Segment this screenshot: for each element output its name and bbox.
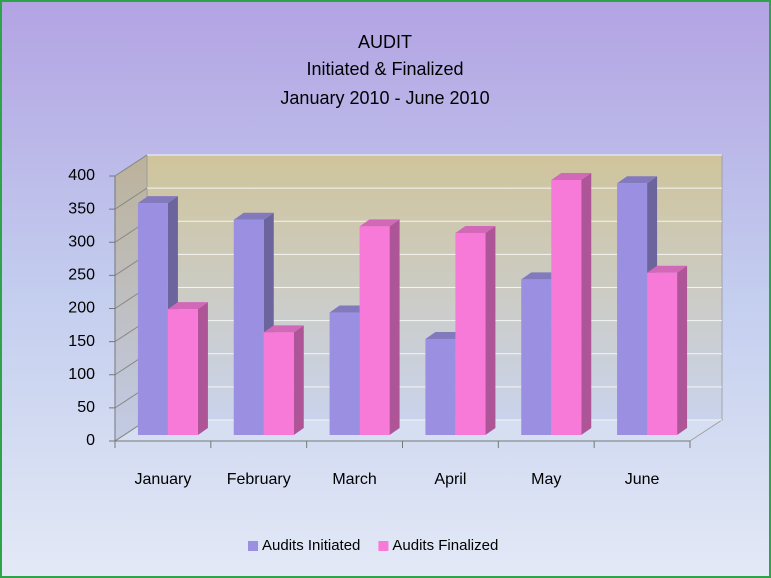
bar [167, 309, 198, 435]
bar [455, 232, 486, 435]
y-tick-label: 100 [68, 366, 95, 383]
bar [425, 338, 456, 435]
plot-area: 0 50 100 150 200 250 300 350 400 January February M… [68, 154, 724, 488]
bar-top [617, 176, 658, 184]
y-tick-label: 300 [68, 233, 95, 250]
bar-top [263, 325, 304, 333]
legend-label: Audits Initiated [262, 537, 360, 554]
bar [329, 312, 360, 435]
bar-top [137, 196, 178, 204]
x-tick-label: May [531, 471, 561, 488]
y-tick-label: 150 [68, 333, 95, 350]
chart-subtitle: Initiated & Finalized [306, 59, 463, 79]
bar [233, 219, 264, 435]
bar [647, 272, 678, 435]
bar [617, 183, 648, 435]
bar-top [167, 302, 208, 310]
bar-top [233, 212, 274, 220]
bar [359, 226, 390, 435]
bar-top [551, 172, 592, 180]
bar-top [647, 265, 688, 273]
grid-line [114, 154, 148, 177]
bar-side [581, 172, 592, 435]
bar-top [359, 219, 400, 227]
bar-side [485, 225, 496, 435]
chart-title: AUDIT [358, 32, 412, 52]
y-tick-label: 50 [77, 399, 95, 416]
grid-line [114, 187, 148, 210]
legend-label: Audits Finalized [392, 537, 498, 554]
y-tick-label: 200 [68, 300, 95, 317]
x-tick-label: April [434, 471, 466, 488]
bar [263, 332, 294, 435]
x-tick-label: January [134, 471, 191, 488]
y-tick-label: 250 [68, 267, 95, 284]
bar-side [677, 265, 688, 435]
y-tick-label: 350 [68, 200, 95, 217]
bar-side [197, 302, 208, 435]
bar-top [455, 225, 496, 233]
chart-subtitle: January 2010 - June 2010 [280, 88, 489, 108]
bar-side [293, 325, 304, 435]
y-tick-label: 400 [68, 167, 95, 184]
bar [521, 279, 552, 435]
x-tick-label: February [227, 471, 291, 488]
bar [137, 203, 168, 435]
bar [551, 179, 582, 435]
legend-swatch [248, 541, 258, 551]
x-tick-label: June [625, 471, 660, 488]
bar-side [389, 219, 400, 435]
legend-swatch [378, 541, 389, 551]
x-tick-label: March [332, 471, 376, 488]
y-tick-label: 0 [86, 432, 95, 449]
